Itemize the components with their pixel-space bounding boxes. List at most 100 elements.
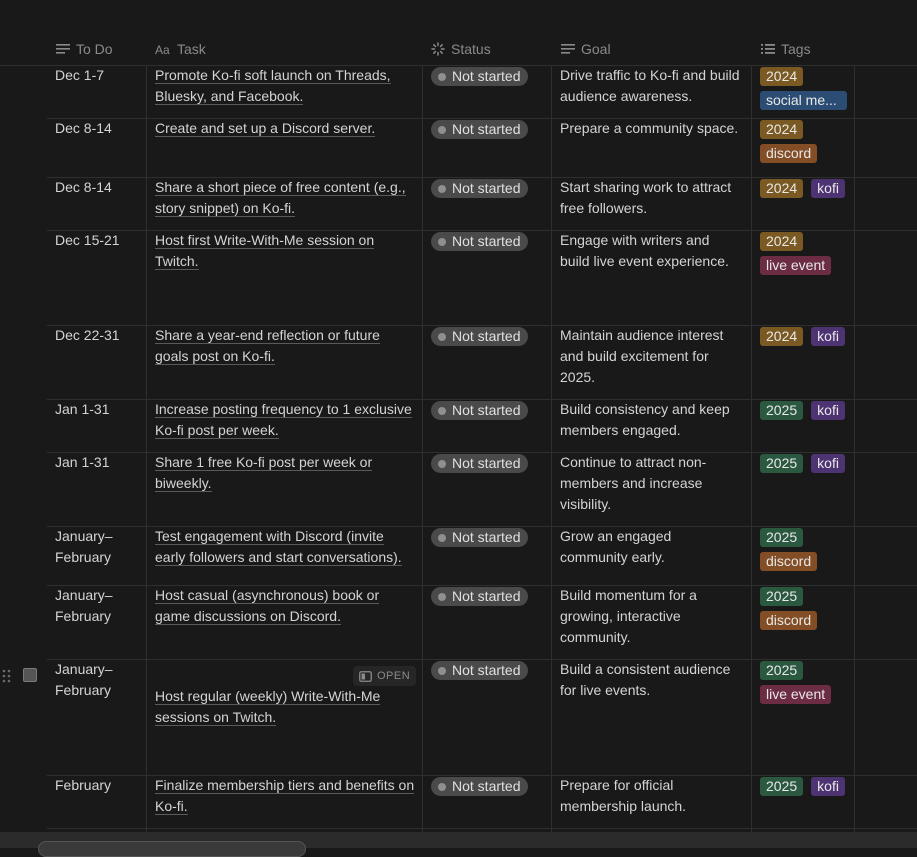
header-goal[interactable]: Goal — [561, 32, 611, 65]
todo-cell[interactable]: February — [55, 777, 112, 793]
tag-2025[interactable]: 2025 — [760, 777, 804, 796]
status-cell[interactable]: Not started — [431, 177, 529, 199]
tags-cell[interactable]: 2024 social me... — [760, 65, 856, 110]
tag-kofi[interactable]: kofi — [811, 454, 845, 473]
task-cell[interactable]: Test engagement with Discord (invite ear… — [155, 526, 417, 568]
row-select-checkbox[interactable] — [23, 668, 37, 682]
tags-cell[interactable]: 2025 kofi — [760, 775, 856, 796]
task-title-link[interactable]: Host first Write-With-Me session on Twit… — [155, 232, 375, 270]
table-row[interactable]: Jan 1-31 Share 1 free Ko-fi post per wee… — [47, 452, 917, 527]
status-pill[interactable]: Not started — [431, 67, 529, 86]
tags-cell[interactable]: 2025 kofi — [760, 452, 856, 473]
task-title-link[interactable]: Promote Ko-fi soft launch on Threads, Bl… — [155, 67, 391, 105]
tags-cell[interactable]: 2025 discord — [760, 526, 856, 571]
header-task[interactable]: Aa Task — [155, 32, 206, 65]
tag-discord[interactable]: discord — [760, 552, 818, 571]
task-title-link[interactable]: Test engagement with Discord (invite ear… — [155, 528, 402, 566]
todo-cell[interactable]: January–February — [55, 661, 113, 698]
header-tags[interactable]: Tags — [761, 32, 811, 65]
goal-cell[interactable]: Grow an engaged community early. — [560, 528, 672, 565]
task-cell[interactable]: Share a short piece of free content (e.g… — [155, 177, 417, 219]
tags-cell[interactable]: 2024 kofi — [760, 325, 856, 346]
tag-discord[interactable]: discord — [760, 611, 818, 630]
task-title-link[interactable]: Host casual (asynchronous) book or game … — [155, 587, 380, 625]
todo-cell[interactable]: Dec 8-14 — [55, 179, 112, 195]
todo-cell[interactable]: January–February — [55, 587, 113, 624]
status-pill[interactable]: Not started — [431, 327, 529, 346]
goal-cell[interactable]: Start sharing work to attract free follo… — [560, 179, 732, 216]
todo-cell[interactable]: Dec 22-31 — [55, 327, 120, 343]
status-pill[interactable]: Not started — [431, 661, 529, 680]
task-title-link[interactable]: Finalize membership tiers and benefits o… — [155, 777, 415, 815]
goal-cell[interactable]: Build a consistent audience for live eve… — [560, 661, 731, 698]
table-row[interactable]: January–February Host regular (weekly) W… — [47, 659, 917, 776]
tags-cell[interactable]: 2024 kofi — [760, 177, 856, 198]
tag-2025[interactable]: 2025 — [760, 587, 804, 606]
goal-cell[interactable]: Maintain audience interest and build exc… — [560, 327, 724, 385]
tag-2025[interactable]: 2025 — [760, 454, 804, 473]
status-cell[interactable]: Not started — [431, 65, 529, 87]
status-pill[interactable]: Not started — [431, 587, 529, 606]
table-row[interactable]: Dec 8-14 Share a short piece of free con… — [47, 177, 917, 231]
header-todo[interactable]: To Do — [56, 32, 113, 65]
task-title-link[interactable]: Increase posting frequency to 1 exclusiv… — [155, 401, 412, 439]
status-cell[interactable]: Not started — [431, 118, 529, 140]
table-row[interactable]: Jan 1-31 Increase posting frequency to 1… — [47, 399, 917, 453]
status-pill[interactable]: Not started — [431, 528, 529, 547]
status-pill[interactable]: Not started — [431, 777, 529, 796]
tag-2024[interactable]: 2024 — [760, 120, 804, 139]
status-cell[interactable]: Not started — [431, 775, 529, 797]
task-title-link[interactable]: Share a short piece of free content (e.g… — [155, 179, 406, 217]
task-cell[interactable]: Share 1 free Ko-fi post per week or biwe… — [155, 452, 417, 494]
tag-2024[interactable]: 2024 — [760, 327, 804, 346]
table-row[interactable]: February Finalize membership tiers and b… — [47, 775, 917, 829]
tag-live-event[interactable]: live event — [760, 685, 832, 704]
tag-2024[interactable]: 2024 — [760, 232, 804, 251]
goal-cell[interactable]: Build consistency and keep members engag… — [560, 401, 730, 438]
task-cell[interactable]: Host regular (weekly) Write-With-Me sess… — [155, 686, 417, 728]
tag-kofi[interactable]: kofi — [811, 777, 845, 796]
tag-social-me[interactable]: social me... — [760, 91, 847, 110]
status-pill[interactable]: Not started — [431, 232, 529, 251]
status-cell[interactable]: Not started — [431, 399, 529, 421]
status-cell[interactable]: Not started — [431, 452, 529, 474]
todo-cell[interactable]: January–February — [55, 528, 113, 565]
tag-kofi[interactable]: kofi — [811, 179, 845, 198]
goal-cell[interactable]: Prepare a community space. — [560, 120, 739, 136]
tag-discord[interactable]: discord — [760, 144, 818, 163]
open-page-button[interactable]: OPEN — [353, 666, 417, 686]
todo-cell[interactable]: Dec 1-7 — [55, 67, 105, 83]
taskbar-search[interactable] — [38, 841, 306, 857]
status-cell[interactable]: Not started — [431, 585, 529, 607]
drag-handle-icon[interactable] — [2, 669, 12, 686]
tag-kofi[interactable]: kofi — [811, 327, 845, 346]
table-row[interactable]: January–February Host casual (asynchrono… — [47, 585, 917, 660]
tags-cell[interactable]: 2025 discord — [760, 585, 856, 630]
table-row[interactable]: Dec 15-21 Host first Write-With-Me sessi… — [47, 230, 917, 326]
todo-cell[interactable]: Dec 15-21 — [55, 232, 120, 248]
status-cell[interactable]: Not started — [431, 659, 529, 681]
todo-cell[interactable]: Dec 8-14 — [55, 120, 112, 136]
goal-cell[interactable]: Build momentum for a growing, interactiv… — [560, 587, 697, 645]
table-row[interactable]: Dec 1-7 Promote Ko-fi soft launch on Thr… — [47, 65, 917, 119]
tag-live-event[interactable]: live event — [760, 256, 832, 275]
task-cell[interactable]: Promote Ko-fi soft launch on Threads, Bl… — [155, 65, 417, 107]
task-title-link[interactable]: Host regular (weekly) Write-With-Me sess… — [155, 688, 381, 726]
goal-cell[interactable]: Engage with writers and build live event… — [560, 232, 729, 269]
tags-cell[interactable]: 2025 live event — [760, 659, 856, 704]
header-status[interactable]: Status — [431, 32, 491, 65]
tag-2025[interactable]: 2025 — [760, 661, 804, 680]
task-cell[interactable]: Finalize membership tiers and benefits o… — [155, 775, 417, 817]
task-cell[interactable]: Increase posting frequency to 1 exclusiv… — [155, 399, 417, 441]
task-title-link[interactable]: Create and set up a Discord server. — [155, 120, 376, 137]
task-title-link[interactable]: Share a year-end reflection or future go… — [155, 327, 380, 365]
status-pill[interactable]: Not started — [431, 120, 529, 139]
todo-cell[interactable]: Jan 1-31 — [55, 401, 110, 417]
status-cell[interactable]: Not started — [431, 526, 529, 548]
task-cell[interactable]: Share a year-end reflection or future go… — [155, 325, 417, 367]
status-cell[interactable]: Not started — [431, 325, 529, 347]
tags-cell[interactable]: 2025 kofi — [760, 399, 856, 420]
table-row[interactable]: Dec 8-14 Create and set up a Discord ser… — [47, 118, 917, 178]
todo-cell[interactable]: Jan 1-31 — [55, 454, 110, 470]
task-cell[interactable]: Create and set up a Discord server. — [155, 118, 417, 139]
